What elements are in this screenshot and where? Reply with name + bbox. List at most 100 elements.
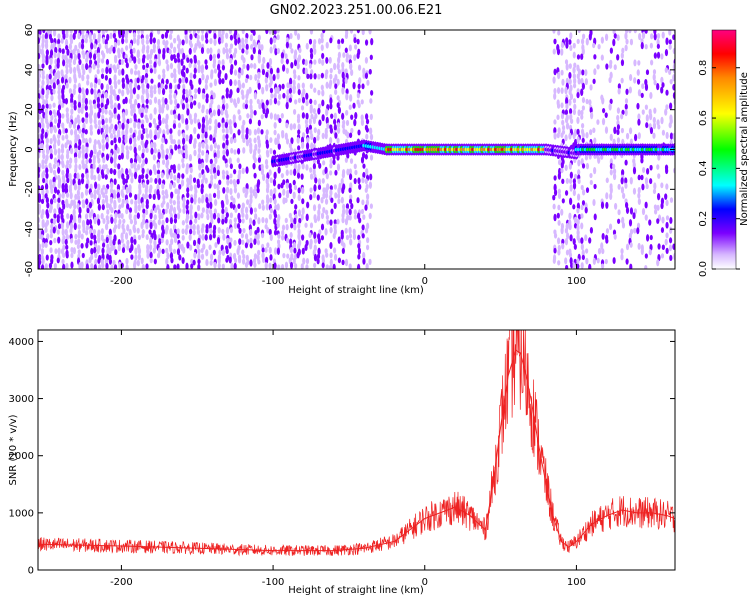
spectrogram-cell <box>53 263 58 269</box>
spectrogram-cell <box>341 87 345 95</box>
spectrogram-cell <box>293 184 298 191</box>
spectrogram-cell <box>102 36 106 45</box>
spectrogram-cell <box>600 54 604 61</box>
spectrogram-cell <box>302 67 306 75</box>
spectrogram-cell <box>162 68 166 75</box>
spectrogram-cell <box>360 99 364 105</box>
spectrogram-cell <box>84 213 89 220</box>
spectrogram-cell <box>181 76 186 84</box>
spectrogram-cell <box>362 163 366 169</box>
spectrogram-cell <box>38 77 41 83</box>
spectrogram-cell <box>625 243 630 251</box>
spectrogram-cell <box>102 156 106 164</box>
spectrogram-cell <box>101 138 105 144</box>
spectrogram-cell <box>193 93 197 100</box>
spectrogram-cell <box>357 102 361 109</box>
spectrogram-cell <box>197 102 201 109</box>
spectrogram-cell <box>609 163 613 169</box>
spectrogram-cell <box>189 72 193 79</box>
spectrogram-cell <box>317 73 321 80</box>
spectrogram-cell <box>113 178 117 186</box>
spectrogram-cell <box>306 73 310 79</box>
spectrogram-cell <box>609 47 613 54</box>
spectrogram-cell <box>616 124 621 130</box>
spectrogram-cell <box>100 212 104 220</box>
spectrogram-cell <box>661 31 665 39</box>
spectrogram-cell <box>333 123 337 132</box>
spectrogram-cell <box>62 127 66 134</box>
spectrogram-cell <box>273 213 278 219</box>
colorbar: 0.00.20.40.60.8 Normalized spectral ampl… <box>698 29 750 277</box>
spectrogram-cell <box>214 118 218 126</box>
spectrogram-cell <box>348 104 352 110</box>
spectrogram-cell <box>337 43 341 50</box>
spectrogram-cell <box>173 57 178 64</box>
spectrogram-cell <box>53 213 57 219</box>
spectrogram-cell <box>225 212 229 218</box>
spectrogram-cell <box>624 109 628 117</box>
spectrogram-cell <box>66 116 70 124</box>
spectrogram-cell <box>576 263 580 269</box>
spectrogram-cell <box>257 157 262 163</box>
spectrogram-cell <box>128 30 132 34</box>
spectrogram-cell <box>342 52 346 58</box>
spectrogram-cell <box>117 223 121 230</box>
spectrogram-cell <box>194 88 198 94</box>
spectrogram-cell <box>274 48 278 56</box>
spectrogram-cell <box>284 53 288 59</box>
spectrogram-cell <box>608 223 613 231</box>
spectrogram-cell <box>321 262 325 269</box>
spectrogram-cell <box>108 47 112 55</box>
spectrogram-cell <box>313 99 317 106</box>
spectrogram-cell <box>265 186 270 194</box>
spectrogram-cell <box>174 188 178 195</box>
spectrogram-cell <box>50 88 54 96</box>
spectrogram-y-tick-label: -20 <box>24 181 35 197</box>
spectrogram-cell <box>289 261 294 269</box>
spectrogram-cell <box>45 137 49 145</box>
spectrogram-cell <box>632 166 637 175</box>
spectrogram-cell <box>137 144 142 152</box>
spectrogram-cell <box>124 96 128 104</box>
spectrogram-cell <box>104 91 108 99</box>
spectrogram-cell <box>49 228 54 235</box>
spectrogram-cell <box>106 208 110 215</box>
spectrogram-cell <box>329 219 333 226</box>
spectrogram-cell <box>309 242 313 250</box>
spectrogram-cell <box>45 172 49 179</box>
spectrogram-cell <box>656 51 661 59</box>
spectrogram-cell <box>244 242 249 249</box>
spectrogram-cell <box>564 117 569 124</box>
spectrogram-cell <box>352 102 356 109</box>
spectrogram-cell <box>85 62 89 71</box>
spectrogram-cell <box>237 203 241 209</box>
spectrogram-cell <box>204 234 208 241</box>
spectrogram-cell <box>125 145 129 151</box>
spectrogram-cell <box>101 172 105 179</box>
spectrogram-cell <box>593 68 597 76</box>
spectrogram-cell <box>265 203 269 211</box>
spectrogram-cell <box>77 145 81 151</box>
spectrogram-cell <box>160 143 164 151</box>
spectrogram-cell <box>74 156 78 165</box>
spectrogram-cell <box>557 220 561 226</box>
spectrogram-cell <box>313 87 317 93</box>
spectrogram-cell <box>160 172 164 179</box>
spectrogram-cell <box>154 178 158 185</box>
spectrogram-cell <box>57 181 61 189</box>
spectrogram-cell <box>117 197 121 203</box>
spectrogram-cell <box>329 158 333 165</box>
spectrogram-cell <box>585 248 589 254</box>
spectrogram-cell <box>613 233 617 240</box>
spectrogram-cell <box>281 83 285 90</box>
spectrogram-cell <box>273 97 278 105</box>
spectrogram-cell <box>133 121 137 129</box>
spectrogram-cell <box>329 252 333 259</box>
spectrogram-cell <box>189 219 193 226</box>
spectrogram-cell <box>289 123 293 131</box>
spectrogram-cell <box>249 63 254 69</box>
spectrogram-cell <box>588 33 592 41</box>
spectrogram-cell <box>261 204 265 211</box>
spectrogram-cell <box>117 39 121 46</box>
spectrogram-cell <box>317 184 322 191</box>
